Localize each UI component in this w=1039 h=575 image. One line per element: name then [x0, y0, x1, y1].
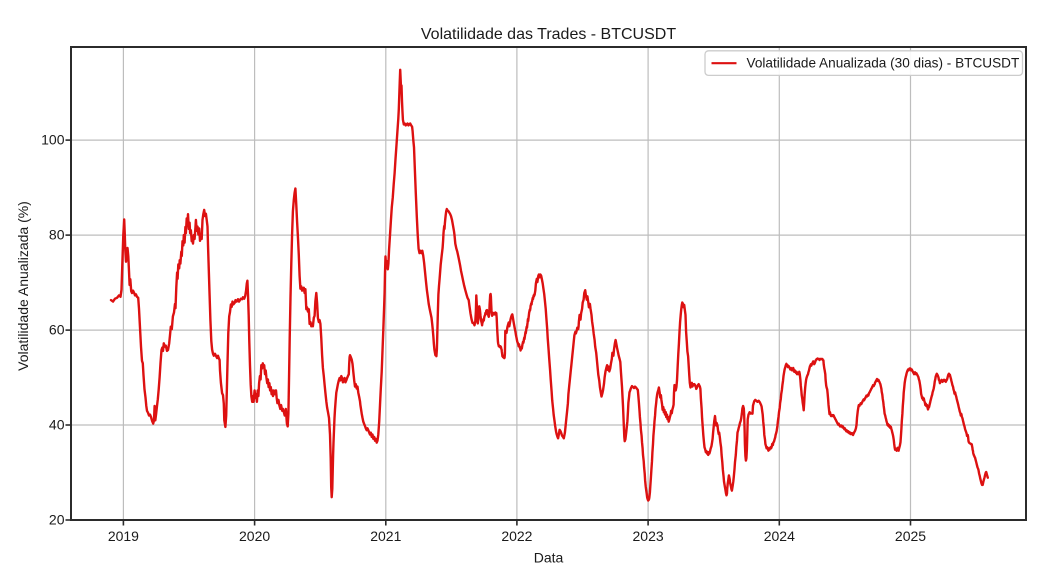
svg-text:Data: Data: [534, 550, 564, 566]
svg-text:40: 40: [49, 417, 65, 433]
svg-text:2025: 2025: [895, 528, 926, 544]
svg-text:2020: 2020: [239, 528, 270, 544]
svg-text:Volatilidade Anualizada (30 di: Volatilidade Anualizada (30 dias) - BTCU…: [747, 56, 1020, 71]
svg-text:80: 80: [49, 227, 65, 243]
svg-text:20: 20: [49, 512, 65, 528]
svg-text:2022: 2022: [501, 528, 532, 544]
svg-text:2021: 2021: [370, 528, 401, 544]
svg-text:2019: 2019: [108, 528, 139, 544]
svg-text:2023: 2023: [633, 528, 664, 544]
svg-text:Volatilidade Anualizada (%): Volatilidade Anualizada (%): [15, 201, 31, 371]
svg-text:60: 60: [49, 322, 65, 338]
svg-text:100: 100: [41, 132, 65, 148]
svg-text:Volatilidade das Trades - BTCU: Volatilidade das Trades - BTCUSDT: [421, 26, 676, 43]
svg-text:2024: 2024: [764, 528, 795, 544]
